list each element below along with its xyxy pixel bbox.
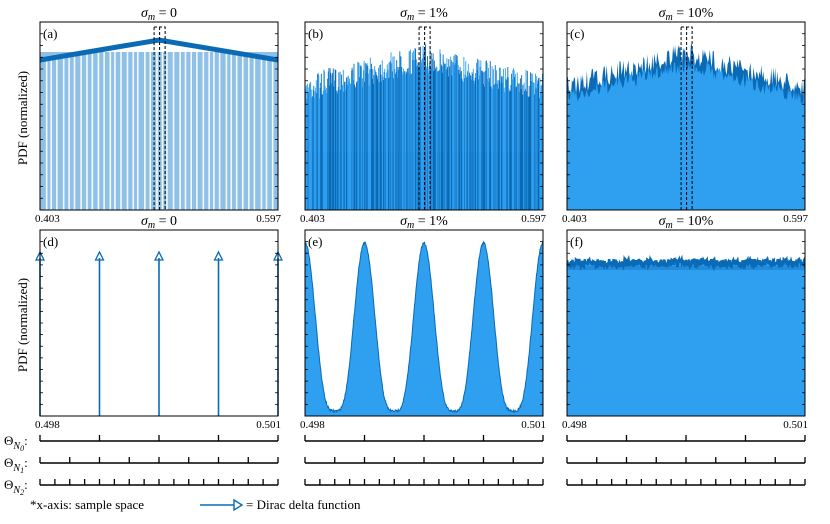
panel-letter: (a) [43, 26, 57, 41]
panel-title: σm = 1% [400, 6, 448, 23]
noise-line [567, 254, 805, 272]
plot-area [567, 43, 805, 210]
sample-scale-1-0 [39, 457, 279, 464]
dirac-delta-2 [94, 250, 105, 416]
legend-label: = Dirac delta function [246, 497, 361, 512]
sample-scale-2-1 [304, 479, 544, 486]
flat-area [567, 259, 805, 416]
plot-area [40, 37, 278, 210]
panel-letter: (d) [43, 234, 58, 249]
panel-letter: (e) [308, 234, 322, 249]
dirac-delta-3 [153, 250, 165, 416]
scale-label-0: ΘN0: [4, 433, 28, 453]
panel-title: σm = 0 [141, 6, 177, 23]
legend-dirac: = Dirac delta function [200, 497, 361, 512]
panel-title: σm = 10% [659, 6, 714, 23]
y-axis-label-top: PDF (normalized) [15, 71, 30, 165]
sample-scale-1-2 [566, 457, 806, 464]
panel-f: (f) σm = 10% 0.498 0.501 [562, 214, 808, 431]
sample-scale-0-0 [39, 435, 279, 442]
plot-area [305, 240, 543, 416]
x-tick-label-min: 0.403 [562, 213, 587, 225]
panel-a: (a) σm = 0 0.403 0.597 [35, 6, 282, 225]
area-light [567, 56, 805, 210]
panel-title: σm = 1% [400, 214, 448, 231]
scale-label-2: ΘN2: [4, 477, 28, 497]
panel-title: σm = 0 [141, 214, 177, 231]
panel-d: (d) σm = 0 0.498 0.501 [34, 214, 284, 431]
panel-letter: (c) [570, 26, 584, 41]
panel-b: (b) σm = 1% 0.403 0.597 [300, 6, 547, 225]
x-tick-label-min: 0.403 [35, 213, 60, 225]
envelope-line [40, 37, 278, 63]
x-tick-label-max: 0.501 [256, 419, 281, 431]
sample-scale-0-1 [304, 435, 544, 442]
sample-scale-1-1 [304, 457, 544, 464]
x-tick-label-max: 0.501 [521, 419, 546, 431]
sample-scale-0-2 [566, 435, 806, 442]
x-tick-label-min: 0.403 [300, 213, 325, 225]
x-tick-label-max: 0.597 [256, 213, 281, 225]
x-tick-label-max: 0.597 [783, 213, 808, 225]
x-tick-label-min: 0.498 [300, 419, 325, 431]
panel-letter: (f) [570, 234, 583, 249]
scale-label-1: ΘN1: [4, 455, 28, 475]
bar-fill [40, 52, 278, 210]
x-tick-label-max: 0.501 [783, 419, 808, 431]
x-tick-label-max: 0.597 [521, 213, 546, 225]
sample-scale-2-2 [566, 479, 806, 486]
plot-area [567, 254, 805, 416]
x-tick-label-min: 0.498 [35, 419, 60, 431]
dirac-delta-4 [213, 250, 224, 416]
x-tick-label-min: 0.498 [562, 419, 587, 431]
noise-band [567, 266, 805, 270]
footnote: *x-axis: sample space [30, 497, 144, 512]
panel-e: (e) σm = 1% 0.498 0.501 [300, 214, 546, 431]
y-axis-label-bottom: PDF (normalized) [15, 278, 30, 372]
panel-letter: (b) [308, 26, 323, 41]
plot-area [305, 44, 543, 210]
panel-title: σm = 10% [659, 214, 714, 231]
periodic-area [305, 240, 543, 416]
sample-scale-2-0 [39, 479, 279, 486]
panel-c: (c) σm = 10% 0.403 0.597 [562, 6, 809, 225]
